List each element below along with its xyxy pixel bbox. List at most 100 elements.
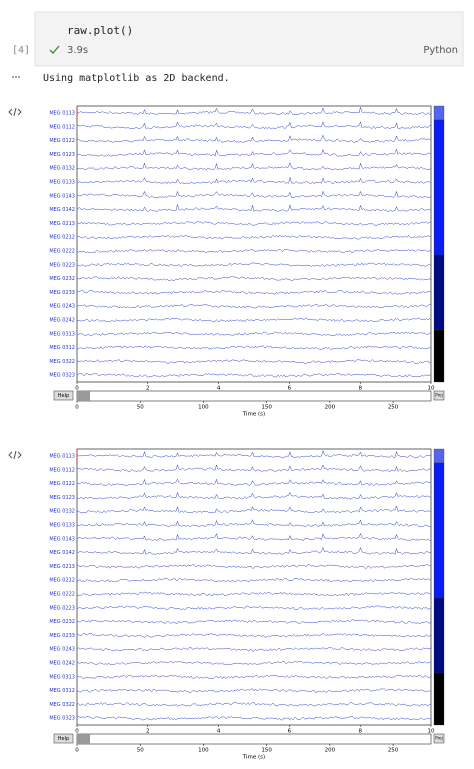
x-tick-label: 6 (288, 386, 292, 392)
channel-label: MEG 0243 (49, 647, 75, 653)
duration: 3.9s (67, 45, 88, 56)
channel-label: MEG 0242 (49, 661, 75, 667)
plot-area (76, 105, 432, 383)
cell-prompt: [4] (12, 45, 30, 56)
trace (76, 262, 432, 267)
trace (76, 491, 432, 500)
channel-label: MEG 0313 (49, 331, 75, 337)
trace (76, 564, 432, 569)
x-tick-label: 0 (75, 386, 79, 392)
channel-label: MEG 0112 (49, 124, 75, 130)
trace (76, 532, 432, 542)
channel-label: MEG 0312 (49, 688, 75, 694)
trace (76, 345, 432, 350)
channel-scrollbar (433, 462, 445, 599)
channel-label: MEG 0243 (49, 304, 75, 310)
channel-label: MEG 0133 (49, 180, 75, 186)
help-label: Help (58, 736, 69, 742)
trace (76, 234, 432, 240)
trace (76, 674, 432, 680)
channel-label: MEG 0132 (49, 166, 75, 172)
trace (76, 577, 432, 583)
trace (76, 716, 432, 721)
trace (76, 464, 432, 473)
trace (76, 148, 432, 157)
time-scrollbar[interactable] (76, 733, 432, 745)
trace (76, 633, 432, 638)
language: Python (423, 45, 458, 56)
channel-label: MEG 0143 (49, 193, 75, 199)
help-button[interactable] (53, 733, 74, 744)
channel-label: MEG 0123 (49, 152, 75, 158)
time-scrollbar[interactable] (76, 390, 432, 402)
trace (76, 134, 432, 143)
channel-label: MEG 0223 (49, 605, 75, 611)
output-text: Using matplotlib as 2D backend. (43, 73, 230, 84)
scroll-tick-label: 250 (388, 405, 399, 411)
channel-scrollbar (433, 448, 445, 464)
x-tick-label: 2 (146, 386, 150, 392)
proj-label: Proj (435, 736, 442, 741)
channel-scrollbar (433, 119, 445, 256)
trace (76, 372, 432, 378)
channel-label: MEG 0222 (49, 592, 75, 598)
trace (76, 660, 432, 666)
trace (76, 331, 432, 337)
channel-label: MEG 0142 (49, 550, 75, 556)
scroll-tick-label: 200 (325, 748, 336, 754)
channel-label: MEG 0212 (49, 235, 75, 241)
trace (76, 276, 432, 281)
scroll-tick-label: 0 (75, 405, 79, 411)
x-axis-label: Time (s) (242, 755, 265, 761)
channel-scrollbar (433, 254, 445, 331)
help-button[interactable] (53, 390, 74, 401)
channel-label: MEG 0222 (49, 249, 75, 255)
trace (76, 591, 432, 597)
trace (76, 619, 432, 624)
output-icon (8, 450, 22, 460)
x-tick-label: 10 (428, 729, 435, 735)
scroll-tick-label: 50 (137, 405, 144, 411)
trace (76, 449, 432, 459)
trace (76, 290, 432, 295)
trace (76, 221, 432, 226)
channel-label: MEG 0322 (49, 359, 75, 365)
trace (76, 688, 432, 693)
channel-label: MEG 0122 (49, 138, 75, 144)
channel-label: MEG 0133 (49, 523, 75, 529)
trace (76, 162, 432, 171)
trace (76, 177, 432, 185)
trace (76, 646, 432, 652)
proj-button[interactable] (433, 390, 445, 401)
trace (76, 120, 432, 130)
trace (76, 478, 432, 487)
trace (76, 190, 432, 198)
x-tick-label: 0 (75, 729, 79, 735)
channel-scrollbar (433, 105, 445, 121)
channel-label: MEG 0313 (49, 674, 75, 680)
output-icon (8, 107, 22, 117)
channel-label: MEG 0143 (49, 536, 75, 542)
code-cell[interactable] (34, 11, 464, 67)
trace (76, 702, 432, 707)
trace (76, 359, 432, 364)
channel-label: MEG 0113 (49, 454, 75, 460)
scroll-tick-label: 250 (388, 748, 399, 754)
help-label: Help (58, 393, 69, 399)
channel-label: MEG 0113 (49, 111, 75, 117)
time-scroll-thumb (77, 391, 90, 401)
output-menu[interactable] (12, 76, 20, 78)
channel-label: MEG 0212 (49, 578, 75, 584)
channel-label: MEG 0223 (49, 262, 75, 268)
trace (76, 317, 432, 323)
scroll-tick-label: 100 (198, 405, 209, 411)
scroll-tick-label: 0 (75, 748, 79, 754)
trace (76, 106, 432, 116)
scroll-tick-label: 200 (325, 405, 336, 411)
trace (76, 547, 431, 555)
channel-scrollbar (433, 597, 445, 674)
proj-button[interactable] (433, 733, 445, 744)
x-tick-label: 10 (428, 386, 435, 392)
